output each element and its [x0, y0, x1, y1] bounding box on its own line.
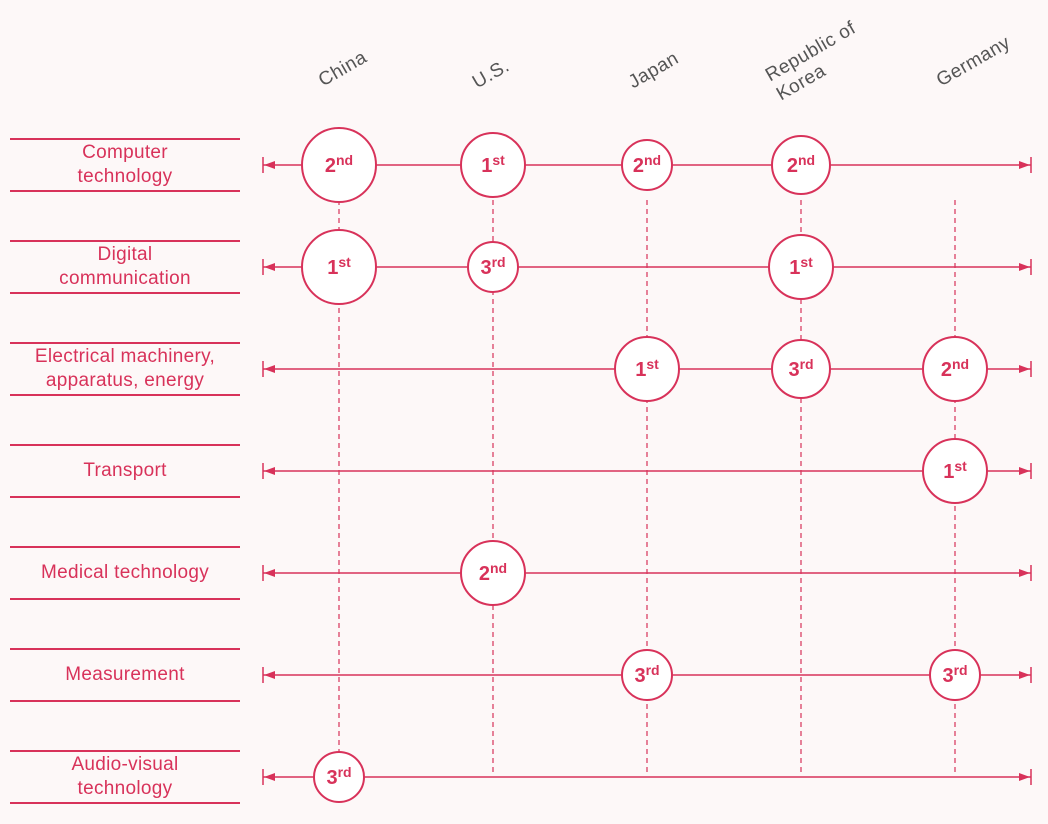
- ranking-circle: [922, 336, 988, 402]
- ranking-circle: [614, 336, 680, 402]
- rank-label: 2nd: [325, 152, 353, 177]
- rank-label: 3rd: [480, 254, 505, 279]
- ranking-circle: [771, 339, 831, 399]
- ranking-circle: [467, 241, 519, 293]
- axis-right-arrow: [1019, 467, 1030, 475]
- axis-right-arrow: [1019, 569, 1030, 577]
- category-label: Transport: [10, 444, 240, 498]
- rank-label: 2nd: [479, 560, 507, 585]
- category-label: Audio-visual technology: [10, 750, 240, 804]
- category-label: Medical technology: [10, 546, 240, 600]
- rank-label: 3rd: [788, 356, 813, 381]
- axis-right-arrow: [1019, 365, 1030, 373]
- rank-label: 1st: [327, 254, 351, 279]
- category-label: Electrical machinery, apparatus, energy: [10, 342, 240, 396]
- ranking-circle: [301, 127, 377, 203]
- rank-label: 2nd: [941, 356, 969, 381]
- axis-left-arrow: [264, 773, 275, 781]
- ranking-circle: [313, 751, 365, 803]
- axis-left-arrow: [264, 671, 275, 679]
- axis-left-arrow: [264, 569, 275, 577]
- axis-left-arrow: [264, 365, 275, 373]
- rank-label: 1st: [789, 254, 813, 279]
- ranking-circle: [771, 135, 831, 195]
- ranking-circle: [460, 540, 526, 606]
- rank-label: 3rd: [326, 764, 351, 789]
- rank-label: 3rd: [942, 662, 967, 687]
- rank-label: 1st: [481, 152, 505, 177]
- ranking-circle: [301, 229, 377, 305]
- axis-right-arrow: [1019, 773, 1030, 781]
- rank-label: 2nd: [633, 152, 661, 177]
- rank-label: 2nd: [787, 152, 815, 177]
- ranking-circle: [621, 649, 673, 701]
- category-label: Computer technology: [10, 138, 240, 192]
- ranking-circle: [929, 649, 981, 701]
- ranking-circle: [460, 132, 526, 198]
- ranking-circle: [922, 438, 988, 504]
- ranking-circle: [621, 139, 673, 191]
- axis-left-arrow: [264, 161, 275, 169]
- category-label: Measurement: [10, 648, 240, 702]
- axis-left-arrow: [264, 263, 275, 271]
- rank-label: 3rd: [634, 662, 659, 687]
- rank-label: 1st: [635, 356, 659, 381]
- rank-label: 1st: [943, 458, 967, 483]
- category-label: Digital communication: [10, 240, 240, 294]
- axis-left-arrow: [264, 467, 275, 475]
- ranking-circle: [768, 234, 834, 300]
- axis-right-arrow: [1019, 263, 1030, 271]
- axis-right-arrow: [1019, 161, 1030, 169]
- axis-right-arrow: [1019, 671, 1030, 679]
